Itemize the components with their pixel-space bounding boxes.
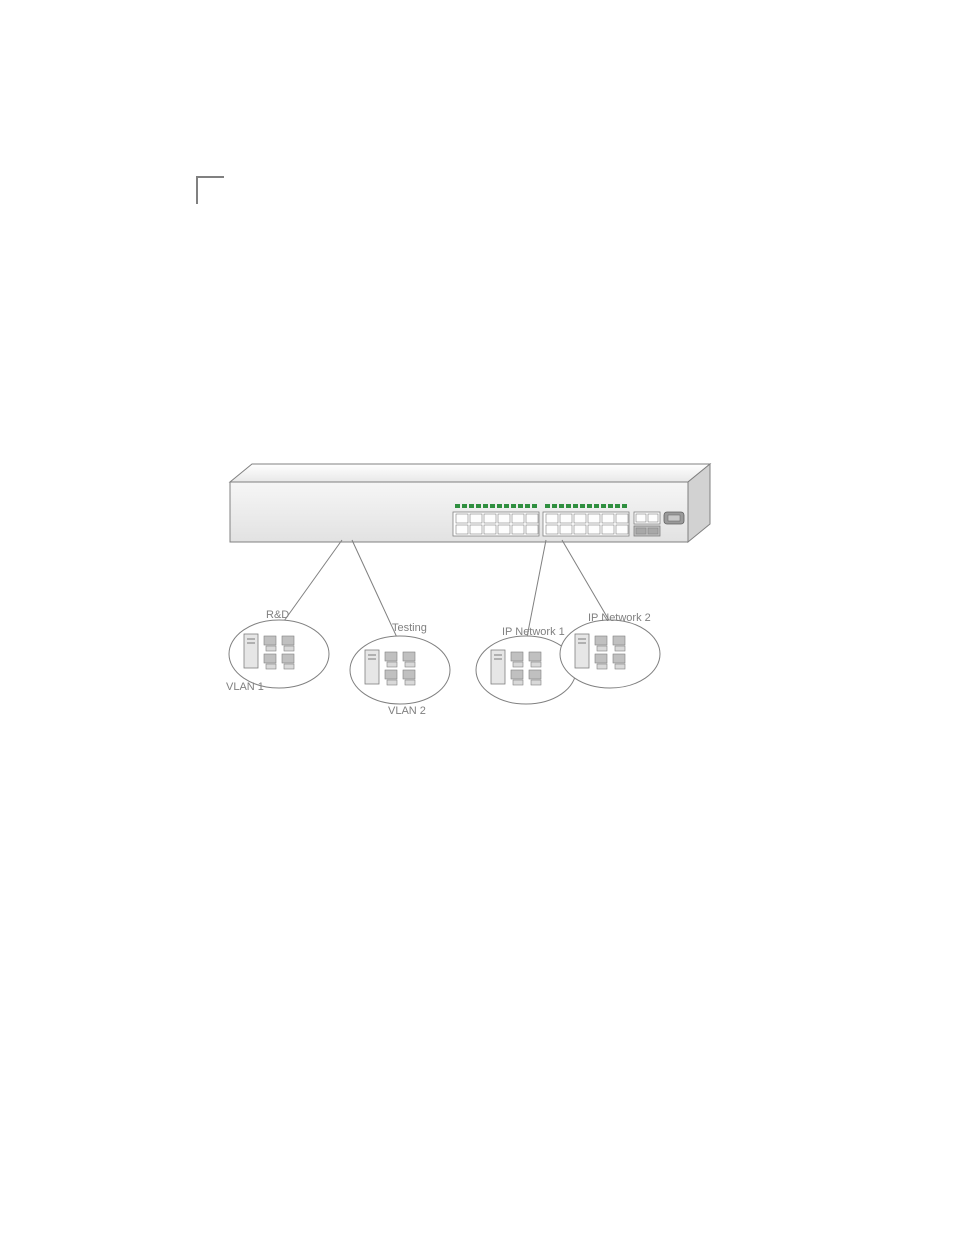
label-ipnet1: IP Network 1 — [502, 626, 565, 638]
label-vlan2-bottom: VLAN 2 — [388, 705, 426, 717]
cluster-ipnet2 — [560, 620, 660, 688]
cluster-vlan2 — [350, 636, 450, 704]
switch-ports-icon — [453, 512, 684, 536]
label-ipnet2: IP Network 2 — [588, 612, 651, 624]
label-vlan1-top: R&D — [266, 609, 289, 621]
page: R&D VLAN 1 Testing VLAN 2 IP Network 1 I… — [0, 0, 954, 1235]
cluster-vlan1 — [229, 620, 329, 688]
console-port-icon — [664, 512, 684, 524]
switch-icon — [230, 464, 710, 542]
label-vlan2-top: Testing — [392, 622, 427, 634]
diagram-svg — [210, 454, 722, 734]
figure-network-diagram: R&D VLAN 1 Testing VLAN 2 IP Network 1 I… — [210, 454, 722, 734]
label-vlan1-bottom: VLAN 1 — [226, 681, 264, 693]
crop-mark-icon — [196, 176, 224, 204]
